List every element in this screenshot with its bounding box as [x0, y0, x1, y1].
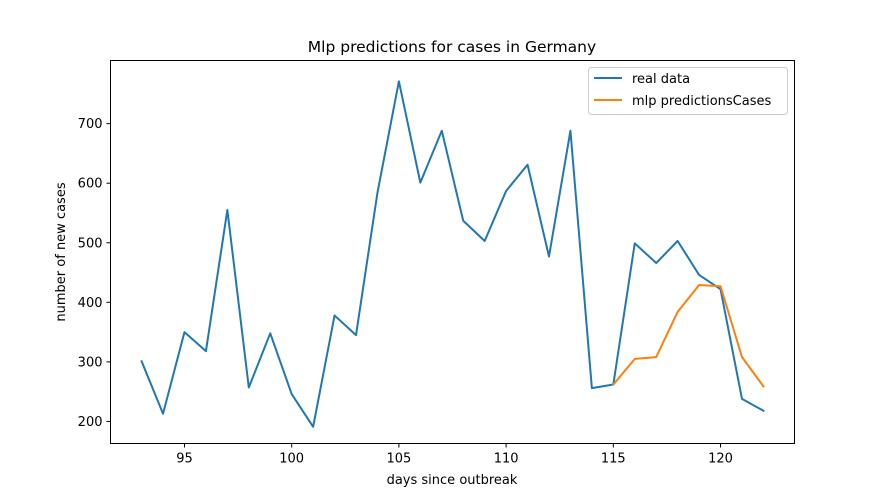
y-tick-label: 400: [78, 296, 103, 311]
y-axis-label: number of new cases: [54, 182, 69, 321]
y-tick-label: 500: [78, 236, 103, 251]
series-layer: [140, 80, 765, 428]
x-axis: 95 100 105 110 115 120: [176, 443, 733, 467]
x-tick-label: 120: [708, 452, 733, 467]
legend-label-mlp-predictions: mlp predictionsCases: [632, 94, 771, 109]
x-tick-label: 95: [176, 452, 193, 467]
series-line-0: [140, 80, 765, 428]
x-tick-label: 115: [601, 452, 626, 467]
x-tick-label: 110: [494, 452, 519, 467]
legend-label-real-data: real data: [632, 72, 690, 87]
x-axis-label: days since outbreak: [387, 473, 518, 488]
legend-box: [588, 67, 788, 115]
series-line-1: [611, 284, 765, 388]
y-tick-label: 300: [78, 355, 103, 370]
chart-title: Mlp predictions for cases in Germany: [308, 38, 596, 56]
y-tick-label: 600: [78, 177, 103, 192]
legend: real data mlp predictionsCases: [588, 67, 788, 115]
y-tick-label: 200: [78, 415, 103, 430]
x-tick-label: 105: [386, 452, 411, 467]
plot-frame: [110, 60, 795, 444]
y-tick-label: 700: [78, 117, 103, 132]
x-tick-label: 100: [279, 452, 304, 467]
y-axis: 200 300 400 500 600 700: [78, 117, 111, 430]
